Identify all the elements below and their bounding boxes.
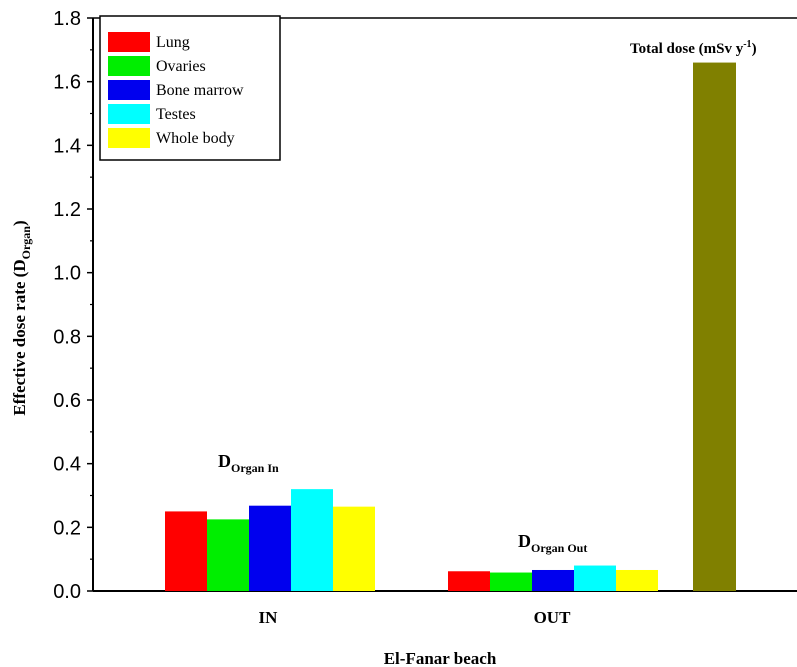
y-axis-label-sub: Organ — [19, 226, 33, 260]
y-tick-label: 0.4 — [53, 454, 81, 476]
y-tick-label: 1.6 — [53, 72, 81, 94]
y-tick-label: 1.2 — [53, 199, 81, 221]
legend-swatch-ovaries — [108, 56, 150, 76]
legend-swatch-testes — [108, 104, 150, 124]
bar-in-testes — [291, 489, 333, 591]
x-axis-label: El-Fanar beach — [384, 649, 497, 667]
x-category-label-out: OUT — [534, 608, 572, 627]
y-tick-label: 1.4 — [53, 135, 81, 157]
legend-label-testes: Testes — [156, 106, 196, 123]
legend-swatch-bone-marrow — [108, 80, 150, 100]
y-tick-label: 1.8 — [53, 8, 81, 30]
y-tick-label: 1.0 — [53, 263, 81, 285]
y-tick-label: 0.0 — [53, 581, 81, 603]
legend-swatch-whole-body — [108, 128, 150, 148]
bar-out-lung — [448, 571, 490, 591]
y-axis-ticks: 0.0 0.2 0.4 0.6 0.8 1.0 1.2 1.4 1.6 1.8 — [53, 8, 93, 603]
annotation-total-dose: Total dose (mSv y-1) — [630, 39, 757, 57]
bar-out-testes — [574, 565, 616, 591]
bar-total-dose — [693, 62, 736, 592]
legend: Lung Ovaries Bone marrow Testes Whole body — [99, 15, 281, 161]
annotation-in: DOrgan In — [218, 451, 279, 475]
y-tick-label: 0.6 — [53, 390, 81, 412]
legend-label-ovaries: Ovaries — [156, 58, 206, 75]
bar-in-ovaries — [207, 519, 249, 591]
x-axis-category-labels: IN OUT — [259, 608, 572, 627]
y-tick-label: 0.8 — [53, 326, 81, 348]
legend-label-whole-body: Whole body — [156, 130, 235, 147]
y-tick-label: 0.2 — [53, 517, 81, 539]
y-axis-label-close: ) — [10, 220, 29, 226]
x-category-label-in: IN — [259, 608, 279, 627]
y-axis-label: Effective dose rate (DOrgan) — [10, 220, 33, 415]
bar-out-whole-body — [616, 569, 658, 591]
legend-label-lung: Lung — [156, 34, 190, 51]
annotations: DOrgan In DOrgan Out Total dose (mSv y-1) — [218, 39, 757, 555]
bar-in-whole-body — [333, 506, 375, 591]
bar-in-bone-marrow — [249, 505, 291, 591]
bars — [165, 62, 736, 592]
bar-out-bone-marrow — [532, 569, 574, 591]
bar-out-ovaries — [490, 572, 532, 591]
y-axis-label-main: Effective dose rate (D — [10, 259, 29, 415]
annotation-out: DOrgan Out — [518, 531, 587, 555]
legend-swatch-lung — [108, 32, 150, 52]
bar-in-lung — [165, 511, 207, 591]
legend-label-bone-marrow: Bone marrow — [156, 82, 244, 99]
